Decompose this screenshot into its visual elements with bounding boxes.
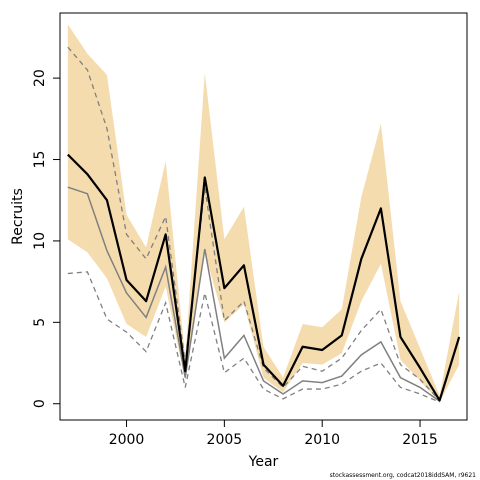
x-tick-label: 2000 (109, 432, 145, 448)
y-tick-label: 0 (32, 399, 48, 408)
x-axis: 2000 2005 2010 2015 (109, 420, 438, 448)
comparison-lower-line (67, 271, 440, 403)
current-estimate-line (67, 153, 461, 402)
y-tick-label: 10 (32, 232, 48, 250)
plot-frame (59, 12, 468, 421)
confidence-band-layer (67, 24, 460, 403)
confidence-band (67, 24, 460, 403)
comparison-upper-line (67, 46, 441, 401)
comparison-estimate-line (67, 186, 441, 402)
y-tick-label: 20 (32, 69, 48, 87)
x-axis-title: Year (248, 454, 279, 470)
y-axis-title: Recruits (10, 188, 26, 245)
y-axis: 0 5 10 15 20 (32, 69, 60, 408)
x-tick-label: 2015 (402, 432, 438, 448)
y-tick-label: 15 (32, 151, 48, 169)
series-line-layer (67, 46, 461, 403)
x-tick-label: 2010 (304, 432, 340, 448)
x-tick-label: 2005 (207, 432, 243, 448)
y-tick-label: 5 (32, 318, 48, 327)
source-footnote: stockassessment.org, codcat2018iddSAM, r… (330, 472, 477, 479)
